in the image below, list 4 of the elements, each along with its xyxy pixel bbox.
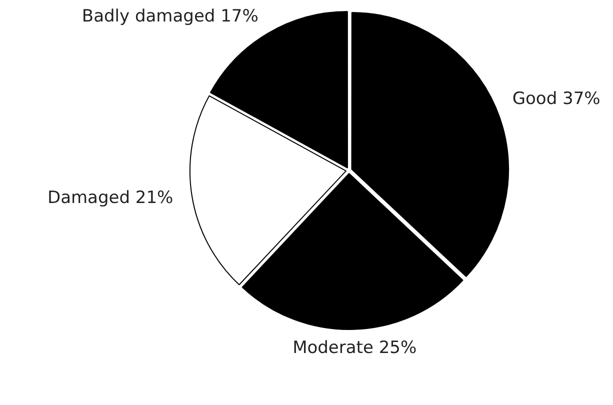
slice-label: Moderate 25%	[292, 338, 417, 358]
slice-label: Damaged 21%	[47, 188, 174, 208]
slice-label: Good 37%	[512, 89, 600, 110]
slice-label: Badly damaged 17%	[82, 6, 258, 27]
